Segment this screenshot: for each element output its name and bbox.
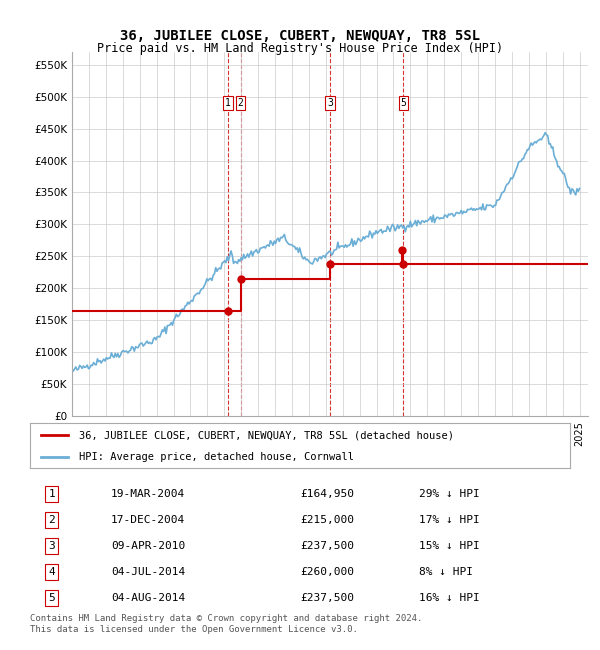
- Text: £164,950: £164,950: [300, 489, 354, 499]
- Text: HPI: Average price, detached house, Cornwall: HPI: Average price, detached house, Corn…: [79, 452, 353, 461]
- Text: £237,500: £237,500: [300, 593, 354, 603]
- Text: £260,000: £260,000: [300, 567, 354, 577]
- Text: 36, JUBILEE CLOSE, CUBERT, NEWQUAY, TR8 5SL: 36, JUBILEE CLOSE, CUBERT, NEWQUAY, TR8 …: [120, 29, 480, 44]
- Text: 16% ↓ HPI: 16% ↓ HPI: [419, 593, 479, 603]
- Text: 2: 2: [48, 515, 55, 525]
- Text: Price paid vs. HM Land Registry's House Price Index (HPI): Price paid vs. HM Land Registry's House …: [97, 42, 503, 55]
- Text: 09-APR-2010: 09-APR-2010: [111, 541, 185, 551]
- Text: 36, JUBILEE CLOSE, CUBERT, NEWQUAY, TR8 5SL (detached house): 36, JUBILEE CLOSE, CUBERT, NEWQUAY, TR8 …: [79, 430, 454, 440]
- Text: 29% ↓ HPI: 29% ↓ HPI: [419, 489, 479, 499]
- Text: 3: 3: [328, 98, 333, 108]
- Text: 5: 5: [48, 593, 55, 603]
- Text: 4: 4: [48, 567, 55, 577]
- Text: 15% ↓ HPI: 15% ↓ HPI: [419, 541, 479, 551]
- Text: 2: 2: [238, 98, 244, 108]
- Text: 8% ↓ HPI: 8% ↓ HPI: [419, 567, 473, 577]
- Text: 1: 1: [48, 489, 55, 499]
- Text: 3: 3: [48, 541, 55, 551]
- Text: 19-MAR-2004: 19-MAR-2004: [111, 489, 185, 499]
- Text: Contains HM Land Registry data © Crown copyright and database right 2024.
This d: Contains HM Land Registry data © Crown c…: [30, 614, 422, 634]
- Text: 04-AUG-2014: 04-AUG-2014: [111, 593, 185, 603]
- Text: £237,500: £237,500: [300, 541, 354, 551]
- Text: 1: 1: [225, 98, 231, 108]
- Text: 5: 5: [400, 98, 406, 108]
- Text: 17% ↓ HPI: 17% ↓ HPI: [419, 515, 479, 525]
- Text: £215,000: £215,000: [300, 515, 354, 525]
- Text: 17-DEC-2004: 17-DEC-2004: [111, 515, 185, 525]
- Text: 04-JUL-2014: 04-JUL-2014: [111, 567, 185, 577]
